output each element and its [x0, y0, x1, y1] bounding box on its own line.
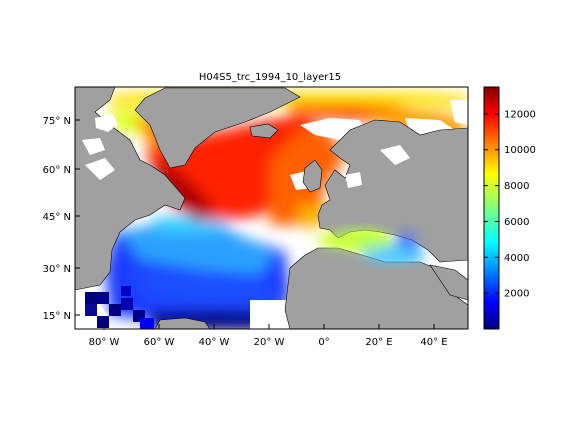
lat-tick-label: 45° N: [43, 212, 71, 223]
latitude-axis: 75° N 60° N 45° N 30° N 15° N: [43, 116, 80, 322]
map-title: H04S5_trc_1994_10_layer15: [199, 72, 341, 83]
lon-tick-label: 20° W: [254, 337, 285, 348]
europe-landmass: [317, 119, 468, 263]
ice-patches: [82, 114, 410, 188]
land-masses: [75, 87, 468, 329]
lon-tick-label: 0°: [318, 337, 329, 348]
africa-landmass: [284, 247, 468, 329]
lon-tick-label: 80° W: [89, 337, 120, 348]
lat-tick-label: 15° N: [43, 311, 71, 322]
lat-tick-label: 30° N: [43, 264, 71, 275]
british-isles-landmass: [302, 159, 323, 193]
lon-tick-label: 60° W: [144, 337, 175, 348]
south-america-landmass: [154, 317, 211, 329]
colorbar-tick-label: 2000: [504, 289, 529, 300]
lon-tick-label: 40° W: [199, 337, 230, 348]
colorbar: 2000 4000 6000 8000 10000 12000: [483, 86, 536, 330]
colorbar-gradient: [483, 86, 500, 330]
lon-tick-label: 20° E: [365, 337, 392, 348]
arabia-landmass: [429, 264, 468, 301]
map-panel: [75, 87, 468, 329]
colorbar-ticks: 2000 4000 6000 8000 10000 12000: [484, 109, 536, 300]
colorbar-tick-label: 8000: [504, 181, 529, 192]
north-america-landmass: [75, 87, 186, 291]
lon-tick-label: 40° E: [420, 337, 447, 348]
colorbar-tick-label: 12000: [504, 109, 536, 120]
colorbar-tick-label: 10000: [504, 145, 536, 156]
lat-tick-label: 60° N: [43, 165, 71, 176]
colorbar-tick-label: 4000: [504, 253, 529, 264]
greenland-landmass: [134, 87, 301, 169]
inland-seas: [322, 230, 420, 262]
colorbar-tick-label: 6000: [504, 217, 529, 228]
iceland-landmass: [249, 123, 279, 139]
lat-tick-label: 75° N: [43, 116, 71, 127]
map-frame: [74, 86, 469, 330]
longitude-axis: 80° W 60° W 40° W 20° W 0° 20° E 40° E: [89, 324, 448, 348]
caribbean-tiles: [85, 286, 154, 329]
